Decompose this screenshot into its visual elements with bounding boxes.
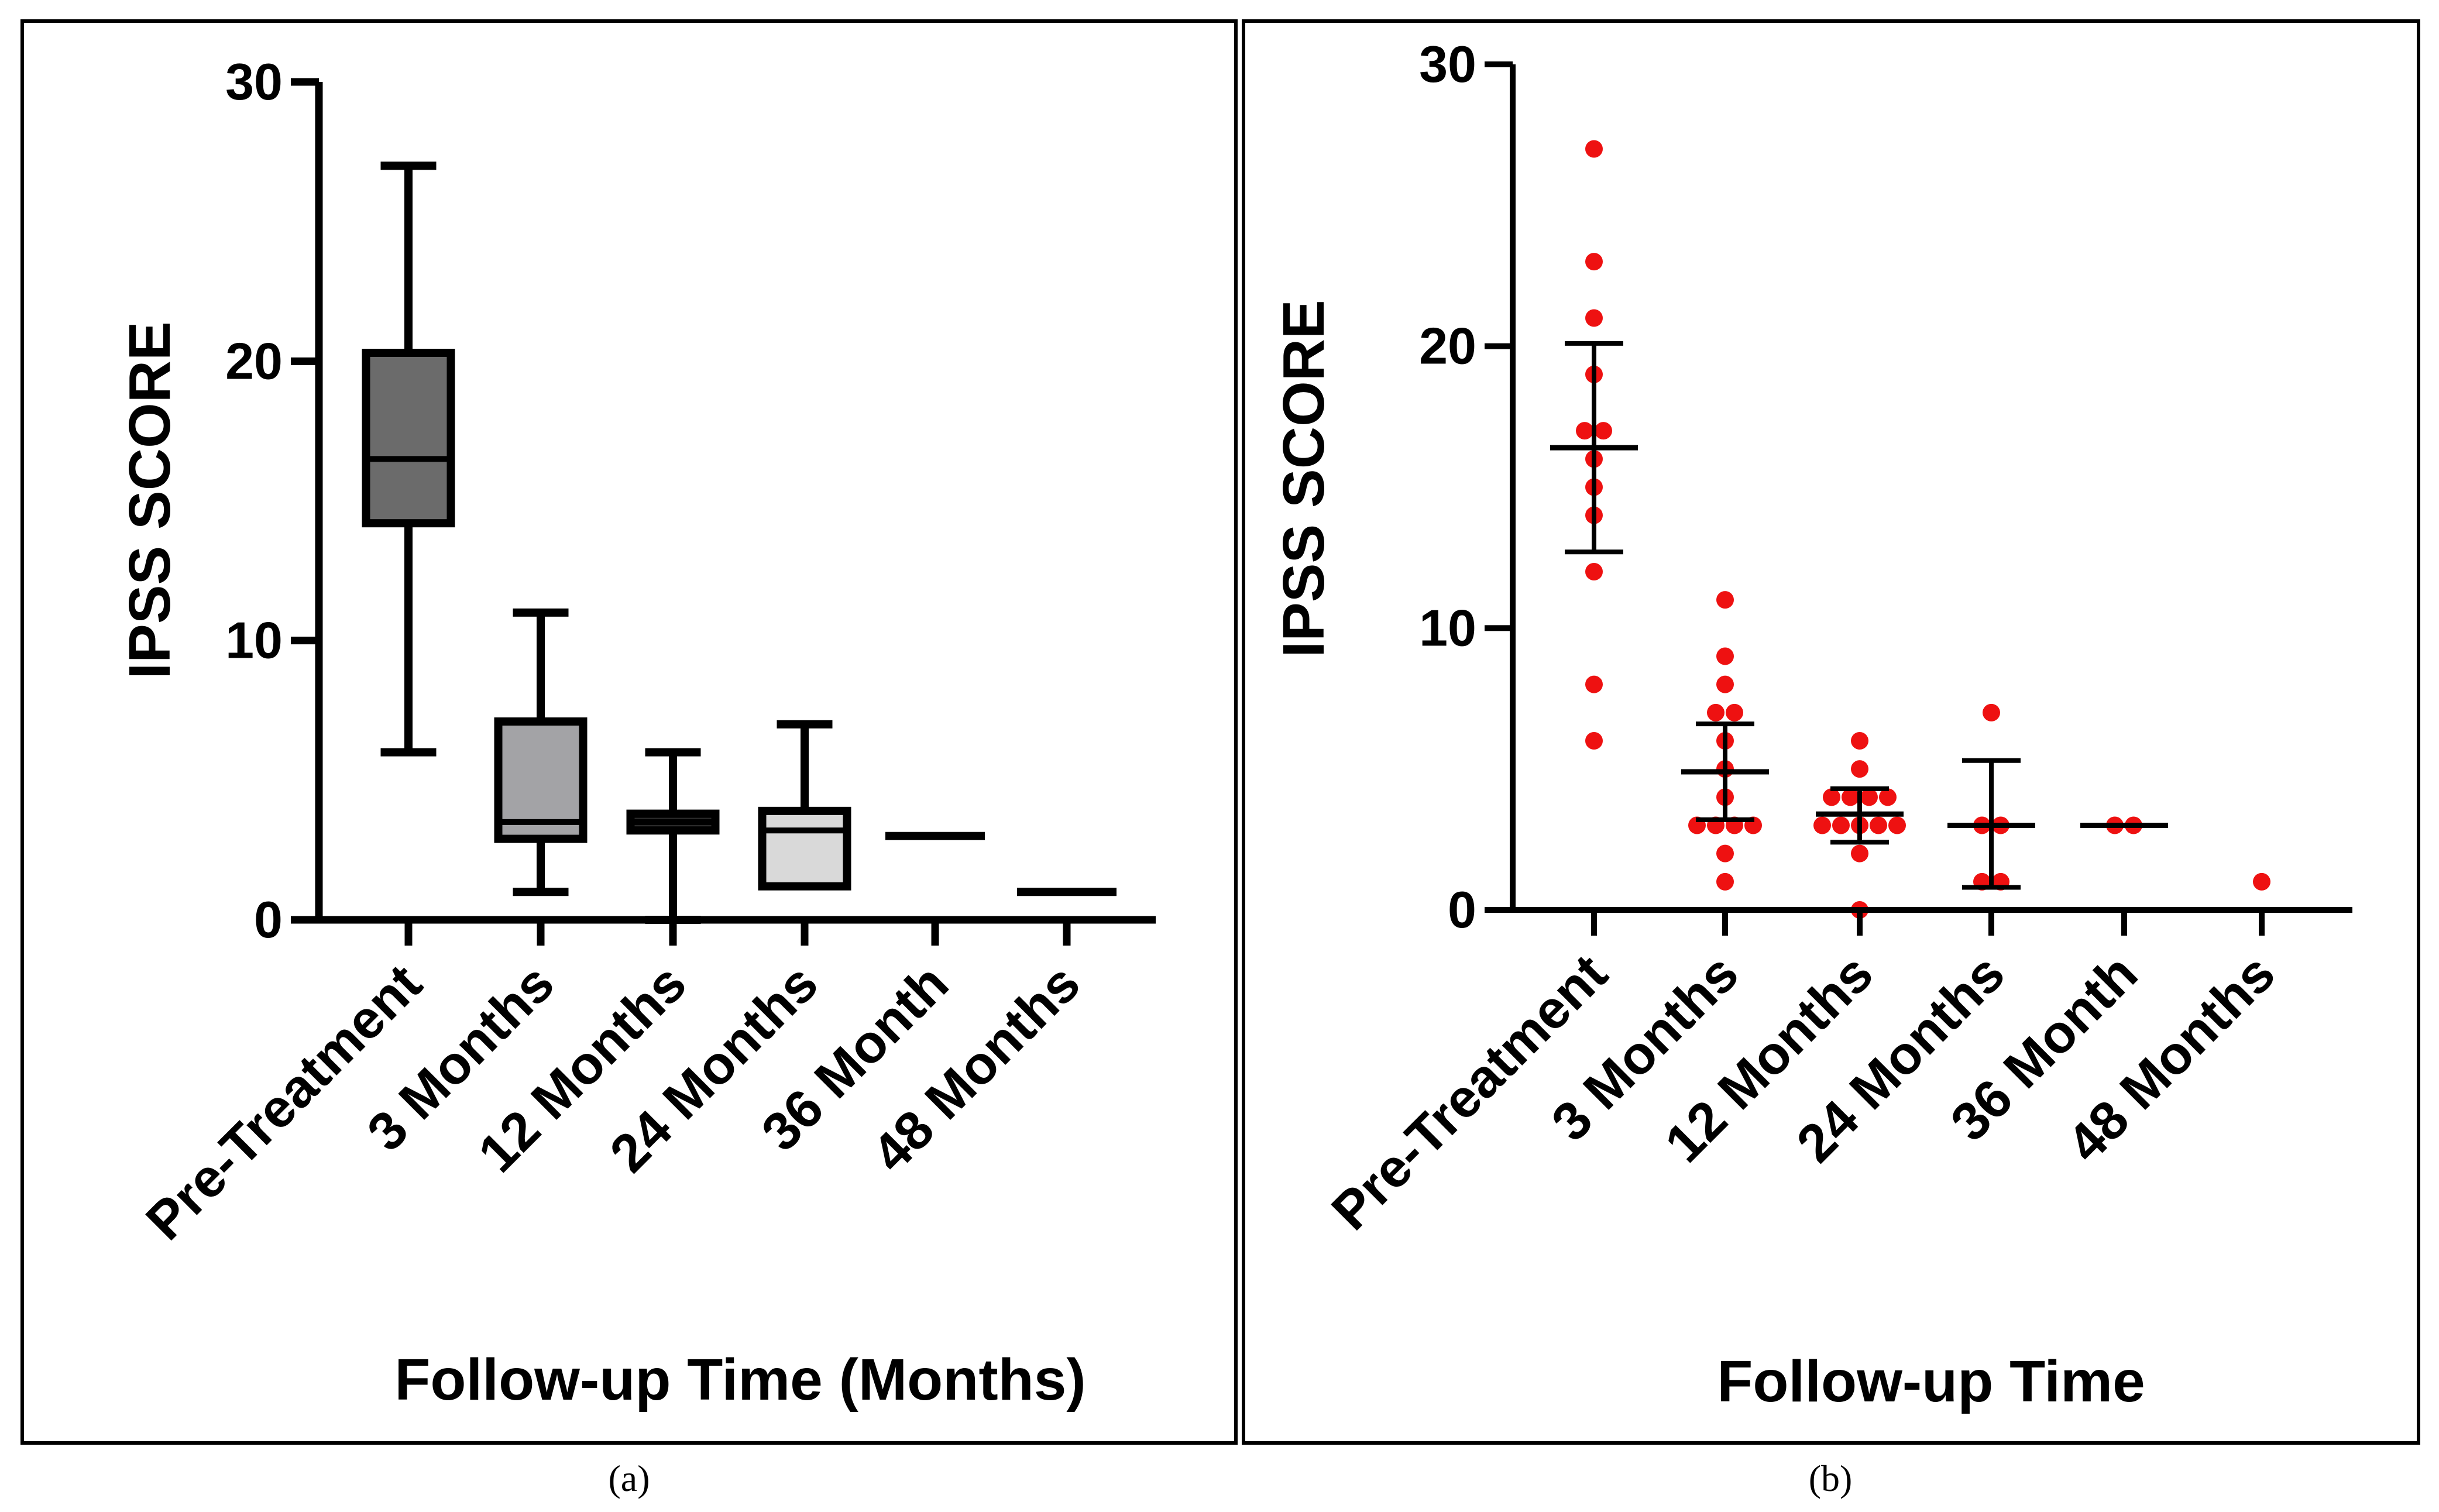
y-tick-label: 10 xyxy=(1419,599,1476,657)
panel-a-frame xyxy=(20,19,1238,1445)
box-iqr xyxy=(362,349,455,528)
data-point xyxy=(1585,563,1603,580)
data-point xyxy=(1576,422,1593,440)
y-tick-label: 30 xyxy=(225,53,283,111)
chart-b-axes xyxy=(1485,61,2352,936)
chart-a-marks xyxy=(362,161,1117,924)
data-point xyxy=(1716,844,1734,862)
box-iqr xyxy=(758,806,851,891)
data-point xyxy=(1726,703,1743,721)
chart-b-x-axis-title: Follow-up Time xyxy=(1717,1349,2145,1414)
panel-b-frame xyxy=(1242,19,2420,1445)
data-point xyxy=(1595,422,1612,440)
data-point xyxy=(1823,788,1840,806)
data-point xyxy=(1870,816,1887,834)
data-point xyxy=(1879,788,1897,806)
data-point xyxy=(2253,872,2270,891)
data-point xyxy=(1832,816,1850,834)
data-point xyxy=(1851,760,1868,778)
data-point xyxy=(1585,732,1603,750)
data-point xyxy=(1813,816,1831,834)
data-point xyxy=(1888,816,1906,834)
points-layer xyxy=(1576,140,2270,919)
y-tick-label: 10 xyxy=(225,611,283,669)
y-tick-label: 20 xyxy=(1419,317,1476,375)
data-point xyxy=(1585,140,1603,158)
chart-a-x-axis-title: Follow-up Time (Months) xyxy=(394,1347,1085,1413)
y-tick-label: 20 xyxy=(225,332,283,390)
data-point xyxy=(1585,675,1603,693)
data-point xyxy=(1716,591,1734,609)
chart-b-y-axis-title: IPSS SCORE xyxy=(1271,300,1337,657)
data-point xyxy=(1585,309,1603,327)
chart-a-y-axis-title: IPSS SCORE xyxy=(117,321,183,679)
data-point xyxy=(1842,788,1859,806)
y-tick-label: 0 xyxy=(254,891,283,949)
panel-b-caption: (b) xyxy=(1809,1458,1853,1499)
data-point xyxy=(1716,675,1734,693)
data-point xyxy=(1707,703,1725,721)
chart-b-y-tick-labels: 0 10 20 30 xyxy=(1419,35,1476,939)
data-point xyxy=(1851,732,1868,750)
data-point xyxy=(1716,872,1734,891)
data-point xyxy=(1716,647,1734,665)
data-point xyxy=(1851,844,1868,862)
y-tick-label: 30 xyxy=(1419,35,1476,93)
summary-layer xyxy=(1550,341,2168,890)
panel-a-caption: (a) xyxy=(608,1458,650,1499)
data-point xyxy=(1860,788,1878,806)
data-point xyxy=(1585,253,1603,271)
chart-a-y-tick-labels: 0 10 20 30 xyxy=(225,53,283,949)
data-point xyxy=(1983,703,2000,721)
y-tick-label: 0 xyxy=(1448,881,1476,939)
chart-b-marks xyxy=(1550,140,2270,919)
chart-a-axes xyxy=(291,78,1156,946)
